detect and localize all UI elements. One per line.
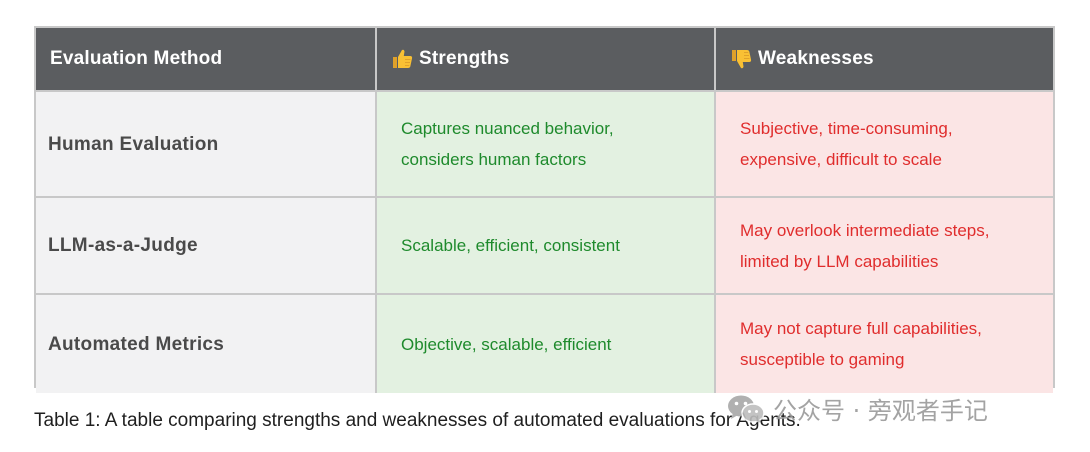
method-label: Automated Metrics bbox=[48, 333, 225, 355]
wechat-icon bbox=[727, 394, 765, 424]
method-label: LLM-as-a-Judge bbox=[48, 235, 198, 256]
table-row: LLM-as-a-Judge Scalable, efficient, cons… bbox=[36, 196, 1053, 294]
comparison-table-container: Evaluation Method Strengths bbox=[34, 26, 1055, 393]
method-cell: Human Evaluation bbox=[36, 90, 377, 197]
strength-cell: Objective, scalable, efficient bbox=[376, 293, 716, 393]
comparison-table: Evaluation Method Strengths bbox=[36, 28, 1053, 393]
table-caption: Table 1: A table comparing strengths and… bbox=[34, 410, 801, 431]
thumbs-down-icon bbox=[730, 47, 754, 71]
watermark: 公众号 · 旁观者手记 bbox=[727, 391, 988, 426]
weakness-line: susceptible to gaming bbox=[740, 350, 905, 369]
strength-line: Scalable, efficient, consistent bbox=[401, 236, 620, 255]
strength-cell: Captures nuanced behavior, considers hum… bbox=[376, 90, 716, 197]
strength-line: Objective, scalable, efficient bbox=[401, 334, 612, 354]
weakness-line: expensive, difficult to scale bbox=[740, 150, 942, 169]
method-cell: Automated Metrics bbox=[36, 293, 377, 393]
header-weaknesses: Weaknesses bbox=[715, 28, 1053, 91]
table-row: Human Evaluation Captures nuanced behavi… bbox=[36, 90, 1053, 197]
weakness-line: limited by LLM capabilities bbox=[740, 251, 939, 271]
header-weaknesses-label: Weaknesses bbox=[758, 48, 874, 69]
weakness-cell: May overlook intermediate steps, limited… bbox=[715, 196, 1053, 294]
header-evaluation-method-label: Evaluation Method bbox=[50, 48, 223, 69]
strength-line: Captures nuanced behavior, bbox=[401, 119, 614, 138]
header-evaluation-method: Evaluation Method bbox=[36, 28, 377, 91]
header-strengths-label: Strengths bbox=[419, 48, 510, 69]
watermark-text: 公众号 · 旁观者手记 bbox=[773, 397, 988, 425]
weakness-line: May not capture full capabilities, bbox=[740, 319, 982, 338]
method-label: Human Evaluation bbox=[48, 133, 219, 155]
strength-cell: Scalable, efficient, consistent bbox=[376, 196, 716, 294]
header-strengths: Strengths bbox=[376, 28, 716, 91]
table-row: Automated Metrics Objective, scalable, e… bbox=[36, 293, 1053, 393]
weakness-line: Subjective, time-consuming, bbox=[740, 119, 953, 138]
strength-line: considers human factors bbox=[401, 150, 587, 169]
method-cell: LLM-as-a-Judge bbox=[36, 196, 377, 294]
header-row: Evaluation Method Strengths bbox=[36, 28, 1053, 91]
table-body: Human Evaluation Captures nuanced behavi… bbox=[36, 90, 1053, 393]
thumbs-up-icon bbox=[391, 47, 415, 71]
weakness-cell: May not capture full capabilities, susce… bbox=[715, 293, 1053, 393]
weakness-cell: Subjective, time-consuming, expensive, d… bbox=[715, 90, 1053, 197]
table-header: Evaluation Method Strengths bbox=[36, 28, 1053, 91]
weakness-line: May overlook intermediate steps, bbox=[740, 220, 990, 240]
